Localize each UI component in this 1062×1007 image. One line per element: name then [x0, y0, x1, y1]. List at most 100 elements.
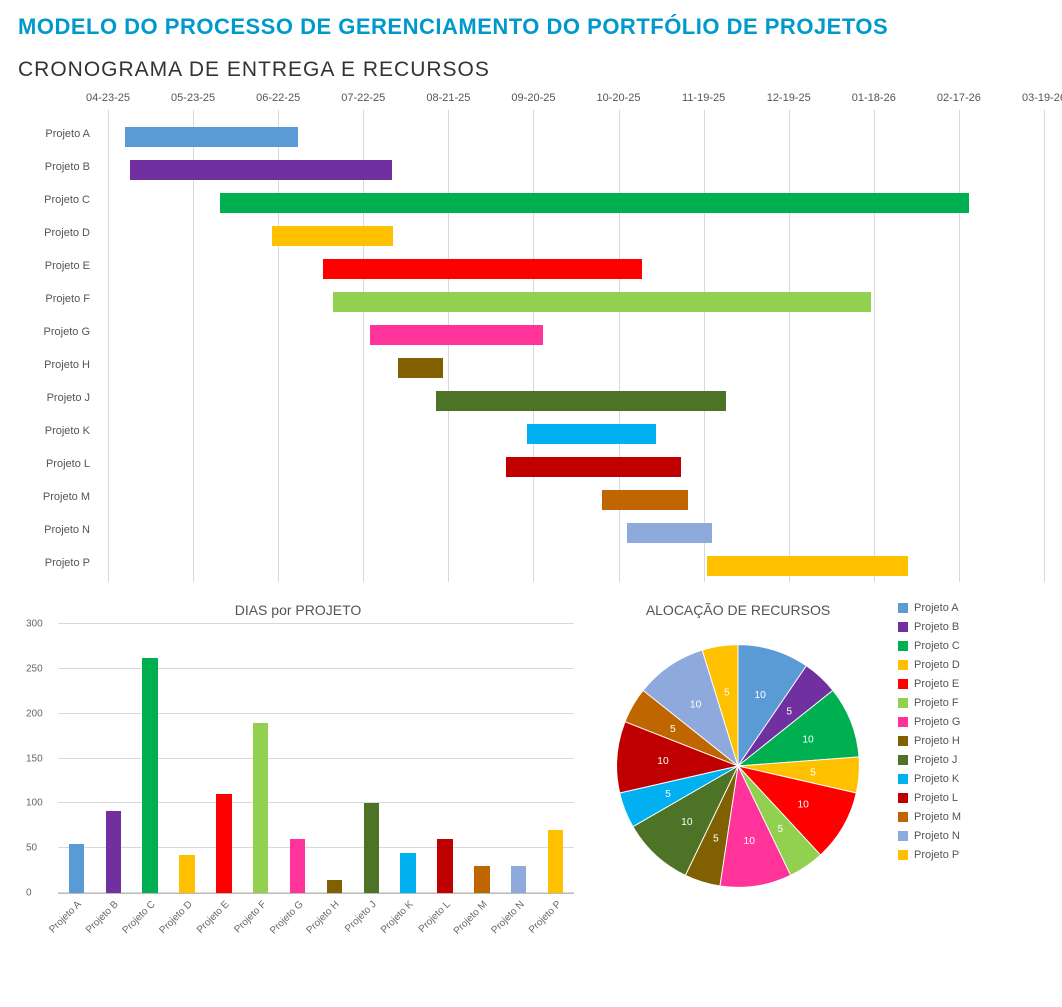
pie-slice-label: 10: [657, 756, 669, 767]
legend-label: Projeto H: [914, 735, 960, 747]
bar: [437, 839, 452, 893]
gantt-bar: [506, 457, 681, 477]
bar-ylabel: 300: [26, 619, 43, 630]
legend-label: Projeto P: [914, 849, 959, 861]
bar-gridline: [58, 758, 574, 759]
bar-chart-title: DIAS por PROJETO: [18, 602, 578, 618]
legend-label: Projeto G: [914, 716, 960, 728]
gantt-bar: [707, 556, 908, 576]
legend-item: Projeto F: [898, 697, 1044, 709]
gantt-bar: [323, 259, 641, 279]
pie-slice-label: 5: [786, 707, 792, 718]
legend-label: Projeto J: [914, 754, 957, 766]
pie-slice-label: 5: [778, 824, 784, 835]
bar-ylabel: 250: [26, 663, 43, 674]
pie-chart: ALOCAÇÃO DE RECURSOS 1051051051051051051…: [588, 602, 888, 934]
bar-xlabel: Projeto B: [84, 899, 121, 936]
gantt-row-label: Projeto K: [18, 425, 98, 437]
pie-slice-label: 5: [670, 724, 676, 735]
gantt-date-label: 03-19-26: [1022, 92, 1062, 104]
gantt-date-label: 10-20-25: [597, 92, 641, 104]
pie-slice-label: 10: [754, 690, 766, 701]
page-subtitle: CRONOGRAMA DE ENTREGA E RECURSOS: [18, 58, 1044, 82]
bar-xlabel: Projeto J: [343, 899, 379, 935]
gantt-row-label: Projeto G: [18, 326, 98, 338]
legend-swatch: [898, 774, 908, 784]
bar: [142, 658, 157, 893]
bar-gridline: [58, 802, 574, 803]
legend-swatch: [898, 793, 908, 803]
pie-slice-label: 5: [724, 687, 730, 698]
pie-slice-label: 10: [690, 700, 702, 711]
gantt-row-label: Projeto E: [18, 260, 98, 272]
gantt-row: Projeto A: [18, 120, 1044, 153]
gantt-row: Projeto E: [18, 252, 1044, 285]
bar-gridline: [58, 713, 574, 714]
legend-label: Projeto M: [914, 811, 961, 823]
gantt-row: Projeto M: [18, 483, 1044, 516]
legend-item: Projeto G: [898, 716, 1044, 728]
legend-item: Projeto N: [898, 830, 1044, 842]
pie-slice-label: 10: [797, 799, 809, 810]
gantt-row: Projeto J: [18, 384, 1044, 417]
legend-label: Projeto N: [914, 830, 960, 842]
legend-swatch: [898, 660, 908, 670]
legend-swatch: [898, 850, 908, 860]
legend-swatch: [898, 622, 908, 632]
legend-item: Projeto D: [898, 659, 1044, 671]
bar-xlabel: Projeto N: [489, 899, 526, 936]
gantt-row: Projeto F: [18, 285, 1044, 318]
legend-item: Projeto H: [898, 735, 1044, 747]
legend-label: Projeto E: [914, 678, 959, 690]
bar-xlabel: Projeto K: [379, 899, 416, 936]
legend-item: Projeto L: [898, 792, 1044, 804]
gantt-row-label: Projeto J: [18, 392, 98, 404]
legend-swatch: [898, 755, 908, 765]
page-title: MODELO DO PROCESSO DE GERENCIAMENTO DO P…: [18, 14, 1044, 40]
legend-item: Projeto A: [898, 602, 1044, 614]
gantt-date-label: 08-21-25: [426, 92, 470, 104]
gantt-row-label: Projeto H: [18, 359, 98, 371]
legend-swatch: [898, 812, 908, 822]
legend: Projeto A Projeto B Projeto C Projeto D Proj…: [898, 602, 1044, 934]
gantt-row-label: Projeto F: [18, 293, 98, 305]
legend-item: Projeto B: [898, 621, 1044, 633]
gantt-bar: [370, 325, 543, 345]
pie-chart-title: ALOCAÇÃO DE RECURSOS: [588, 602, 888, 618]
bar: [364, 803, 379, 893]
bar-chart: DIAS por PROJETO 050100150200250300Proje…: [18, 602, 578, 934]
legend-label: Projeto K: [914, 773, 959, 785]
pie-slice-label: 10: [744, 836, 756, 847]
bar-gridline: [58, 668, 574, 669]
pie-slice-label: 5: [713, 834, 719, 845]
legend-swatch: [898, 698, 908, 708]
bar: [327, 880, 342, 893]
gantt-row: Projeto G: [18, 318, 1044, 351]
gantt-bar: [627, 523, 711, 543]
gantt-row: Projeto B: [18, 153, 1044, 186]
bar-xlabel: Projeto L: [417, 899, 453, 935]
bar-gridline: [58, 847, 574, 848]
pie-slice-label: 10: [681, 817, 693, 828]
bar-xlabel: Projeto M: [452, 899, 490, 937]
bar: [253, 723, 268, 893]
legend-swatch: [898, 641, 908, 651]
gantt-bar: [436, 391, 726, 411]
gantt-row: Projeto H: [18, 351, 1044, 384]
legend-label: Projeto C: [914, 640, 960, 652]
gantt-row: Projeto L: [18, 450, 1044, 483]
gantt-bar: [130, 160, 392, 180]
pie-svg: 105105105105105105105: [598, 626, 878, 906]
gantt-date-label: 11-19-25: [682, 92, 725, 104]
gantt-row-label: Projeto C: [18, 194, 98, 206]
bar: [474, 866, 489, 893]
bar-xlabel: Projeto H: [305, 899, 342, 936]
bar: [69, 844, 84, 893]
bar-ylabel: 50: [26, 843, 37, 854]
gantt-row: Projeto K: [18, 417, 1044, 450]
bar-gridline: [58, 892, 574, 893]
bar-xlabel: Projeto D: [158, 899, 195, 936]
legend-item: Projeto M: [898, 811, 1044, 823]
bar: [400, 853, 415, 893]
gantt-chart: 04-23-2505-23-2506-22-2507-22-2508-21-25…: [18, 92, 1044, 582]
